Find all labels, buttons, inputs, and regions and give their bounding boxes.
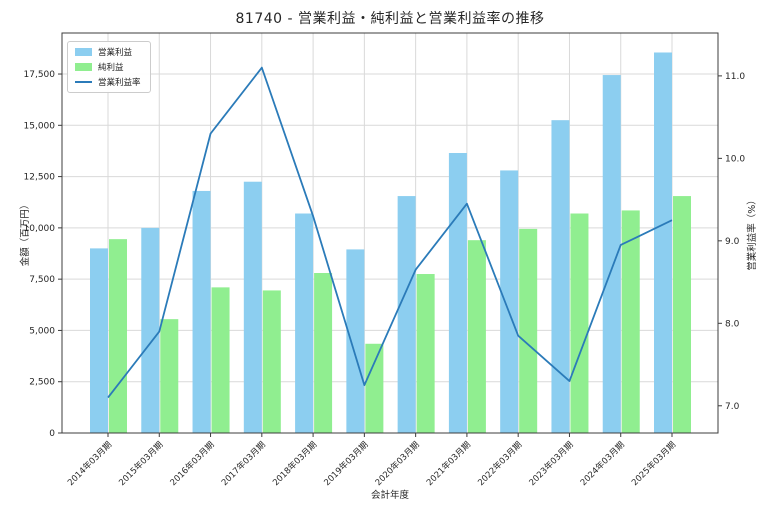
left-tick-label: 5,000 [29, 326, 55, 336]
x-tick-label: 2021年03月期 [424, 439, 473, 488]
x-tick-label: 2015年03月期 [117, 439, 166, 488]
left-tick-label: 2,500 [29, 378, 55, 388]
left-tick-label: 12,500 [24, 173, 56, 183]
y-axis-label-left: 金額（百万円） [20, 199, 31, 267]
x-tick-label: 2019年03月期 [322, 439, 371, 488]
bar [365, 343, 384, 433]
x-tick-label: 2014年03月期 [65, 439, 114, 488]
bar [570, 213, 589, 433]
legend-label-operating-margin: 営業利益率 [98, 78, 141, 88]
legend-swatch-operating-margin [75, 81, 92, 83]
legend: 営業利益 純利益 営業利益率 [67, 41, 151, 93]
bar [500, 170, 519, 433]
bar [211, 287, 230, 433]
x-tick-label: 2025年03月期 [629, 439, 678, 488]
bar [654, 52, 672, 433]
y-axis-label-right: 営業利益率（%） [747, 195, 758, 271]
legend-swatch-operating-profit [75, 48, 92, 56]
bar [295, 213, 314, 433]
x-tick-label: 2022年03月期 [476, 439, 525, 488]
bar [262, 290, 281, 433]
bar [160, 319, 179, 433]
left-tick-label: 15,000 [24, 121, 56, 131]
legend-label-operating-profit: 営業利益 [98, 48, 133, 58]
bars-series-1 [109, 196, 691, 433]
bar [551, 120, 570, 433]
x-axis-label: 会計年度 [370, 490, 410, 501]
bar [621, 210, 640, 433]
x-tick-label: 2016年03月期 [168, 439, 217, 488]
right-tick-label: 9.0 [725, 237, 740, 247]
bar [673, 196, 691, 433]
legend-item-operating-margin: 営業利益率 [75, 76, 141, 88]
x-tick-label: 2017年03月期 [219, 439, 268, 488]
legend-swatch-net-profit [75, 63, 92, 71]
x-tick-label: 2020年03月期 [373, 439, 422, 488]
chart-title: 81740 - 営業利益・純利益と営業利益率の推移 [235, 11, 545, 27]
bar [243, 181, 262, 433]
right-tick-label: 10.0 [725, 154, 745, 164]
right-tick-label: 8.0 [725, 319, 740, 329]
bar [346, 249, 365, 433]
bars-series-0 [90, 52, 672, 434]
bar [314, 273, 333, 433]
left-tick-label: 10,000 [24, 224, 56, 234]
line-operating-margin [107, 66, 673, 399]
bar [192, 190, 211, 433]
left-tick-label: 0 [49, 429, 55, 439]
legend-item-net-profit: 純利益 [75, 61, 141, 73]
left-tick-label: 7,500 [29, 275, 55, 285]
bar [90, 248, 108, 433]
bar [467, 240, 486, 433]
bar [416, 274, 435, 433]
right-tick-label: 11.0 [725, 72, 745, 82]
bar [519, 228, 538, 433]
plot-border [61, 32, 719, 434]
x-tick-label: 2024年03月期 [578, 439, 627, 488]
legend-item-operating-profit: 営業利益 [75, 46, 141, 58]
legend-label-net-profit: 純利益 [98, 63, 124, 73]
right-tick-label: 7.0 [725, 402, 740, 412]
x-tick-label: 2023年03月期 [527, 439, 576, 488]
bar [141, 227, 160, 433]
x-tick-label: 2018年03月期 [270, 439, 319, 488]
bar [448, 153, 467, 433]
bar [397, 196, 416, 433]
bar [602, 75, 621, 434]
left-tick-label: 17,500 [24, 70, 56, 80]
bar [109, 239, 127, 433]
